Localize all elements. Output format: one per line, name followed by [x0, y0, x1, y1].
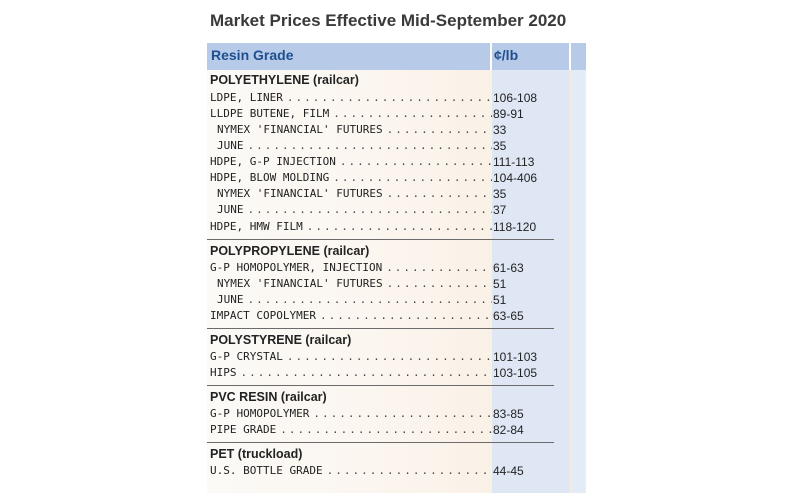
- dot-leader: [287, 90, 492, 106]
- resin-grade-name: HIPS: [210, 366, 237, 379]
- table-row: HDPE, G-P INJECTION: [210, 154, 492, 170]
- resin-grade-name: JUNE: [217, 293, 244, 306]
- section-title-polyethylene: POLYETHYLENE (railcar): [210, 73, 359, 87]
- price-value: 89-91: [493, 107, 524, 121]
- price-value: 51: [493, 277, 507, 291]
- resin-grade-name: IMPACT COPOLYMER: [210, 309, 316, 322]
- table-header: [207, 43, 586, 70]
- dot-leader: [327, 463, 492, 479]
- resin-grade-name: JUNE: [217, 139, 244, 152]
- price-value: 35: [493, 187, 507, 201]
- resin-grade-name: G-P HOMOPOLYMER: [210, 407, 310, 420]
- price-value: 82-84: [493, 423, 524, 437]
- dot-leader: [313, 406, 492, 422]
- section-divider: [207, 385, 554, 386]
- price-value: 106-108: [493, 91, 538, 105]
- table-row: NYMEX 'FINANCIAL' FUTURES: [217, 276, 492, 292]
- price-value: 33: [493, 123, 507, 137]
- resin-grade-name: LDPE, LINER: [210, 91, 283, 104]
- dot-leader: [241, 365, 493, 381]
- price-value: 51: [493, 293, 507, 307]
- table-row: HDPE, BLOW MOLDING: [210, 170, 492, 186]
- dot-leader: [387, 122, 492, 138]
- header-divider: [569, 43, 571, 70]
- dot-leader: [340, 154, 492, 170]
- price-value: 35: [493, 139, 507, 153]
- resin-grade-name: JUNE: [217, 203, 244, 216]
- price-column-shade: [492, 43, 570, 493]
- page-title: Market Prices Effective Mid-September 20…: [210, 11, 567, 30]
- resin-grade-name: HDPE, BLOW MOLDING: [210, 171, 330, 184]
- price-value: 44-45: [493, 464, 524, 478]
- dot-leader: [280, 422, 492, 438]
- price-value: 103-105: [493, 366, 538, 380]
- table-row: HIPS: [210, 365, 492, 381]
- price-value: 118-120: [493, 220, 537, 234]
- section-title-polystyrene: POLYSTYRENE (railcar): [210, 333, 352, 347]
- table-row: PIPE GRADE: [210, 422, 492, 438]
- price-value: 104-406: [493, 171, 538, 185]
- table-row: JUNE: [217, 138, 492, 154]
- section-divider: [207, 239, 554, 240]
- header-divider: [490, 43, 492, 70]
- resin-grade-name: NYMEX 'FINANCIAL' FUTURES: [217, 187, 383, 200]
- dot-leader: [386, 260, 492, 276]
- table-row: IMPACT COPOLYMER: [210, 308, 492, 324]
- price-value: 111-113: [493, 155, 535, 169]
- table-row: U.S. BOTTLE GRADE: [210, 463, 492, 479]
- section-title-polypropylene: POLYPROPYLENE (railcar): [210, 244, 370, 258]
- dot-leader: [333, 170, 492, 186]
- resin-grade-name: HDPE, G-P INJECTION: [210, 155, 336, 168]
- table-row: JUNE: [217, 202, 492, 218]
- section-title-pvc-resin: PVC RESIN (railcar): [210, 390, 327, 404]
- table-row: HDPE, HMW FILM: [210, 219, 492, 235]
- price-value: 63-65: [493, 309, 524, 323]
- dot-leader: [307, 219, 492, 235]
- section-divider: [207, 328, 554, 329]
- table-row: G-P CRYSTAL: [210, 349, 492, 365]
- dot-leader: [387, 276, 492, 292]
- column-header-price-unit: ¢/lb: [494, 47, 519, 63]
- resin-grade-name: NYMEX 'FINANCIAL' FUTURES: [217, 277, 383, 290]
- resin-grade-name: G-P CRYSTAL: [210, 350, 283, 363]
- dot-leader: [387, 186, 492, 202]
- table-row: G-P HOMOPOLYMER, INJECTION: [210, 260, 492, 276]
- table-row: NYMEX 'FINANCIAL' FUTURES: [217, 186, 492, 202]
- price-value: 83-85: [493, 407, 524, 421]
- resin-grade-name: PIPE GRADE: [210, 423, 277, 436]
- dot-leader: [248, 138, 493, 154]
- price-value: 101-103: [493, 350, 538, 364]
- table-row: NYMEX 'FINANCIAL' FUTURES: [217, 122, 492, 138]
- table-row: LLDPE BUTENE, FILM: [210, 106, 492, 122]
- resin-grade-name: LLDPE BUTENE, FILM: [210, 107, 330, 120]
- dot-leader: [333, 106, 492, 122]
- dot-leader: [248, 202, 493, 218]
- dot-leader: [248, 292, 493, 308]
- price-value: 37: [493, 203, 507, 217]
- resin-grade-name: HDPE, HMW FILM: [210, 220, 303, 233]
- section-divider: [207, 442, 554, 443]
- dot-leader: [287, 349, 492, 365]
- extra-column-shade: [571, 43, 585, 493]
- table-row: JUNE: [217, 292, 492, 308]
- resin-grade-name: U.S. BOTTLE GRADE: [210, 464, 323, 477]
- price-value: 61-63: [493, 261, 524, 275]
- table-row: G-P HOMOPOLYMER: [210, 406, 492, 422]
- section-title-pet: PET (truckload): [210, 447, 303, 461]
- table-row: LDPE, LINER: [210, 90, 492, 106]
- column-header-resin-grade: Resin Grade: [211, 47, 294, 63]
- resin-grade-name: G-P HOMOPOLYMER, INJECTION: [210, 261, 383, 274]
- dot-leader: [320, 308, 492, 324]
- resin-grade-name: NYMEX 'FINANCIAL' FUTURES: [217, 123, 383, 136]
